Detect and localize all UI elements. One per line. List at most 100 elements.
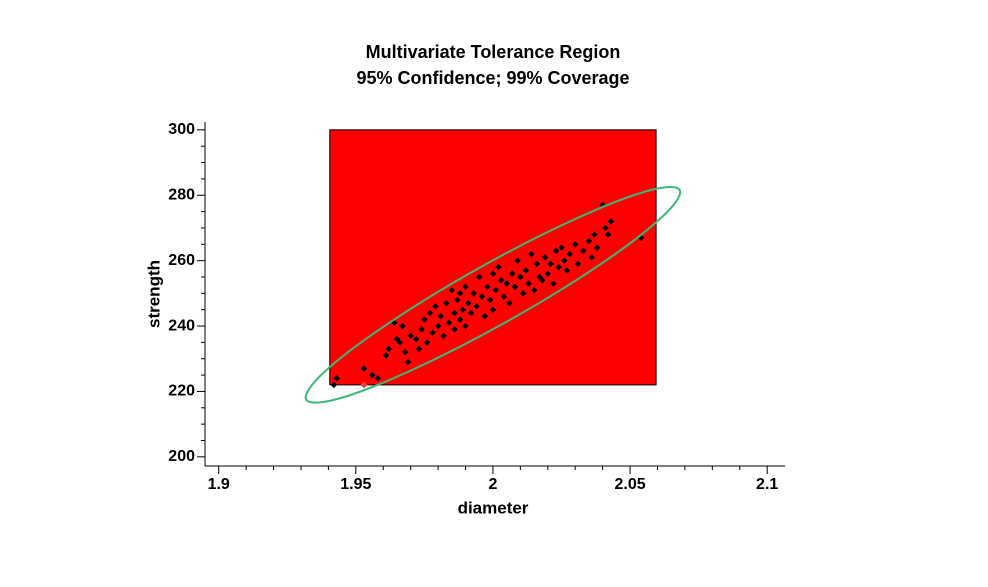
data-point — [550, 280, 557, 287]
data-point — [533, 260, 541, 268]
data-point — [473, 303, 480, 310]
y-tick-label: 260 — [168, 252, 195, 269]
y-tick-label: 200 — [168, 448, 195, 465]
data-point — [459, 306, 466, 313]
data-point — [517, 273, 524, 281]
data-point — [401, 349, 409, 356]
data-point — [382, 352, 390, 359]
data-point — [404, 358, 412, 366]
data-point — [399, 322, 406, 330]
chart-subtitle: 95% Confidence; 99% Coverage — [356, 68, 629, 88]
data-point — [525, 280, 532, 287]
data-point — [552, 247, 560, 255]
data-point — [514, 257, 521, 264]
data-point — [602, 224, 609, 232]
data-point — [415, 345, 423, 353]
data-point — [451, 326, 458, 333]
data-point — [489, 306, 497, 313]
data-point — [511, 283, 519, 291]
data-point — [465, 299, 472, 307]
data-point — [580, 247, 587, 255]
y-tick-label: 240 — [168, 317, 195, 334]
data-point — [369, 371, 376, 379]
data-point — [470, 290, 477, 297]
x-tick-label: 1.9 — [208, 476, 230, 493]
data-point — [547, 260, 554, 268]
data-point — [456, 290, 464, 297]
y-tick-label: 280 — [168, 186, 195, 203]
x-tick-label: 2 — [488, 476, 497, 493]
tolerance-region — [329, 129, 657, 386]
data-point — [484, 283, 491, 291]
data-point — [443, 299, 450, 307]
data-point — [407, 332, 414, 340]
data-point — [530, 286, 538, 294]
data-point — [563, 267, 571, 274]
data-point — [572, 241, 579, 248]
y-tick-label: 300 — [168, 121, 195, 138]
data-point — [561, 257, 568, 264]
data-point — [566, 250, 573, 258]
data-point — [418, 326, 425, 333]
data-point — [330, 381, 338, 389]
data-point — [599, 201, 606, 209]
tolerance-ellipse — [304, 186, 682, 404]
data-point — [396, 339, 403, 346]
data-point — [585, 237, 593, 245]
data-point — [421, 316, 428, 323]
data-point — [558, 244, 565, 251]
data-point — [593, 244, 601, 251]
data-point — [478, 293, 486, 300]
data-point — [429, 329, 436, 336]
data-point — [539, 277, 546, 284]
data-point — [374, 375, 381, 382]
data-point — [451, 309, 458, 317]
data-point — [519, 290, 527, 297]
chart-title: Multivariate Tolerance Region — [366, 42, 621, 62]
data-point — [434, 322, 442, 330]
data-point — [333, 375, 340, 382]
data-point — [588, 254, 595, 261]
x-axis-label: diameter — [458, 498, 529, 517]
data-point — [360, 365, 368, 372]
data-point — [445, 319, 453, 326]
data-point — [462, 283, 469, 291]
data-point — [448, 286, 456, 294]
data-point — [574, 260, 582, 268]
data-point — [489, 270, 497, 277]
data-point — [544, 270, 551, 277]
x-tick-label: 2.05 — [614, 476, 645, 493]
data-point — [536, 273, 543, 281]
data-point — [497, 277, 505, 284]
data-point — [541, 254, 549, 261]
data-point — [462, 322, 469, 330]
data-point — [528, 250, 535, 258]
y-axis-label: strength — [144, 260, 163, 328]
x-tick-label: 1.95 — [340, 476, 371, 493]
data-point — [385, 345, 392, 353]
data-point — [412, 335, 420, 343]
data-point — [437, 313, 445, 320]
data-point — [500, 293, 508, 300]
data-point — [495, 263, 502, 271]
data-point — [492, 286, 499, 294]
data-point — [432, 303, 439, 310]
data-point — [440, 332, 447, 340]
data-point — [454, 296, 461, 304]
data-point — [467, 309, 475, 317]
data-point — [487, 296, 494, 304]
y-tick-label: 220 — [168, 383, 195, 400]
data-point — [503, 280, 510, 287]
data-point — [476, 273, 483, 281]
data-point — [456, 316, 464, 323]
data-point — [591, 231, 598, 238]
data-point — [555, 263, 562, 271]
data-point — [423, 339, 431, 346]
x-tick-label: 2.1 — [756, 476, 778, 493]
data-point — [481, 313, 488, 320]
data-point — [426, 309, 434, 317]
data-point — [607, 218, 615, 225]
highlight-point — [360, 381, 368, 389]
